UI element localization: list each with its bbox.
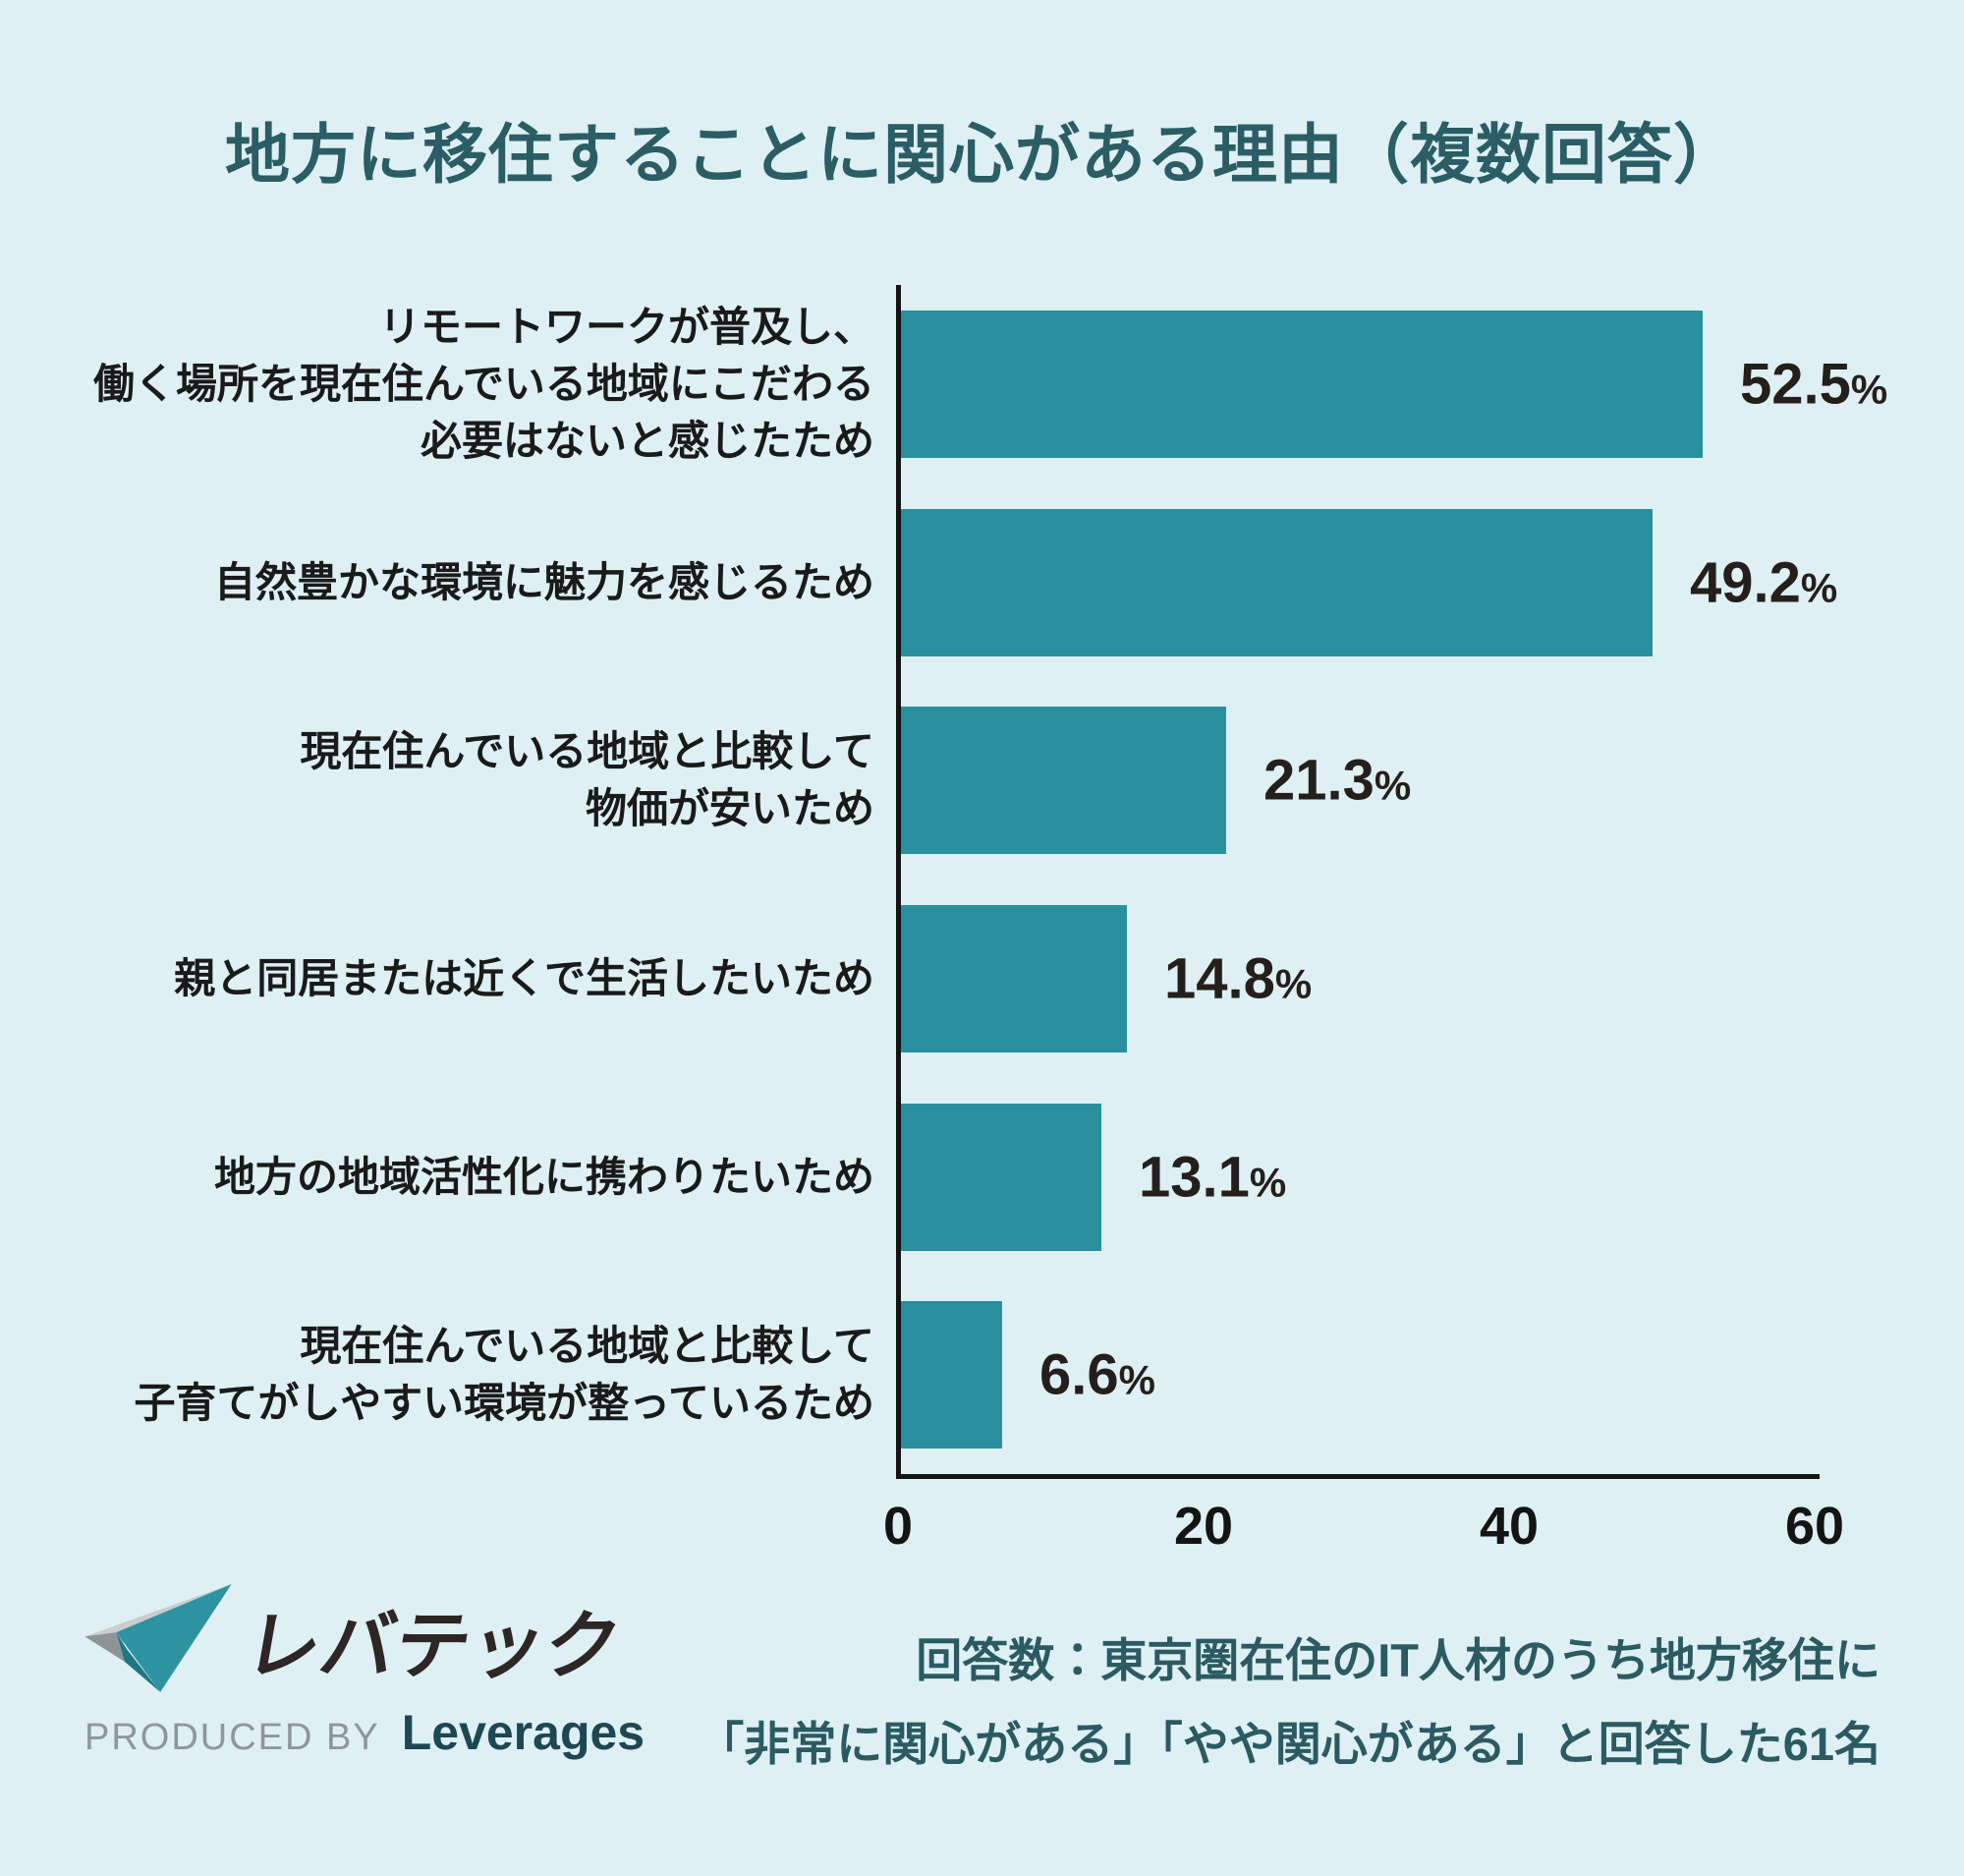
leverages-check-icon <box>84 1584 232 1692</box>
category-label-line: 現在住んでいる地域と比較して <box>300 728 874 775</box>
category-label-line: 自然豊かな環境に魅力を感じるため <box>213 558 874 605</box>
value-number: 14.8 <box>1164 946 1275 1011</box>
value-number: 49.2 <box>1690 550 1801 615</box>
x-axis-tick-label: 40 <box>1479 1497 1540 1556</box>
value-percent-sign: % <box>1850 366 1888 413</box>
produced-by-label: PRODUCED BY <box>84 1717 380 1758</box>
category-label-line: 働く場所を現在住んでいる地域にこだわる <box>92 361 874 408</box>
chart-row: 自然豊かな環境に魅力を感じるため 49.2% <box>0 483 1964 682</box>
value-label: 49.2% <box>1690 549 1837 615</box>
survey-note: 回答数：東京圏在住のIT人材のうち地方移住に 「非常に関心がある」「やや関心があ… <box>698 1620 1880 1786</box>
x-axis-tick-label: 0 <box>882 1497 914 1556</box>
bar-chart: リモートワークが普及し、働く場所を現在住んでいる地域にこだわる必要はないと感じた… <box>0 285 1964 1556</box>
value-label: 6.6% <box>1039 1342 1155 1408</box>
bar <box>901 707 1226 855</box>
x-axis-tick-label: 20 <box>1173 1497 1234 1556</box>
category-label: 現在住んでいる地域と比較して物価が安いため <box>300 723 874 837</box>
value-percent-sign: % <box>1249 1159 1287 1206</box>
category-label: 現在住んでいる地域と比較して子育てがしやすい環境が整っているため <box>135 1318 874 1432</box>
logo-subline: PRODUCED BY Leverages <box>84 1704 645 1761</box>
bar <box>901 905 1127 1052</box>
category-label: 地方の地域活性化に携わりたいため <box>214 1149 874 1206</box>
value-percent-sign: % <box>1374 762 1412 809</box>
chart-title: 地方に移住することに関心がある理由（複数回答） <box>225 118 1739 191</box>
bar <box>901 311 1703 458</box>
chart-row: 現在住んでいる地域と比較して子育てがしやすい環境が整っているため 6.6% <box>0 1276 1964 1474</box>
company-name: Leverages <box>401 1705 645 1760</box>
survey-note-line1: 回答数：東京圏在住のIT人材のうち地方移住に <box>916 1634 1880 1686</box>
category-label-line: 子育てがしやすい環境が整っているため <box>134 1380 874 1427</box>
category-label: リモートワークが普及し、働く場所を現在住んでいる地域にこだわる必要はないと感じた… <box>93 299 874 470</box>
chart-row: 地方の地域活性化に携わりたいため 13.1% <box>0 1078 1964 1277</box>
category-label-line: 現在住んでいる地域と比較して <box>300 1323 874 1370</box>
chart-row: 現在住んでいる地域と比較して物価が安いため 21.3% <box>0 681 1964 880</box>
category-label-line: リモートワークが普及し、 <box>378 304 874 351</box>
bar <box>901 1103 1101 1251</box>
chart-row: リモートワークが普及し、働く場所を現在住んでいる地域にこだわる必要はないと感じた… <box>0 285 1964 483</box>
category-label-line: 物価が安いため <box>585 785 874 832</box>
value-label: 13.1% <box>1139 1144 1286 1210</box>
value-number: 6.6 <box>1039 1342 1119 1407</box>
leverages-logo: レバテック PRODUCED BY Leverages <box>84 1584 645 1761</box>
value-number: 52.5 <box>1740 352 1851 417</box>
category-label-line: 親と同居または近くで生活したいため <box>174 955 874 1002</box>
value-percent-sign: % <box>1118 1356 1155 1403</box>
value-number: 21.3 <box>1263 748 1375 813</box>
category-label-line: 地方の地域活性化に携わりたいため <box>213 1153 874 1200</box>
bar <box>901 1301 1002 1450</box>
chart-row: 親と同居または近くで生活したいため 14.8% <box>0 880 1964 1078</box>
x-axis-tick-label: 60 <box>1784 1497 1845 1556</box>
value-label: 52.5% <box>1740 352 1887 418</box>
logo-row: レバテック <box>84 1584 645 1694</box>
value-label: 21.3% <box>1263 748 1411 814</box>
category-label-line: 必要はないと感じたため <box>420 417 874 464</box>
y-axis-line <box>896 285 901 1479</box>
value-label: 14.8% <box>1164 946 1312 1012</box>
survey-note-line2: 「非常に関心がある」「やや関心がある」と回答した61名 <box>698 1717 1880 1770</box>
value-number: 13.1 <box>1139 1145 1250 1210</box>
value-percent-sign: % <box>1800 564 1838 611</box>
logo-brand-text: レバテック <box>239 1605 628 1688</box>
bar <box>901 508 1653 656</box>
value-percent-sign: % <box>1274 960 1313 1007</box>
category-label: 自然豊かな環境に魅力を感じるため <box>214 554 874 611</box>
category-label: 親と同居または近くで生活したいため <box>174 950 874 1007</box>
x-axis-line <box>896 1474 1820 1479</box>
